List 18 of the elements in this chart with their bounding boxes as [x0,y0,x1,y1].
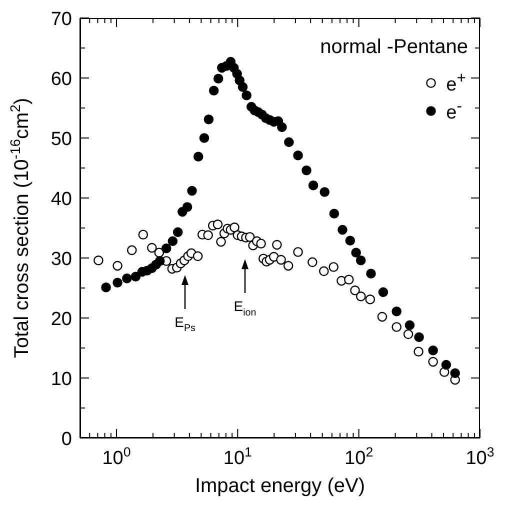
y-tick-label: 50 [50,129,72,150]
y-tick-label: 0 [61,429,72,450]
x-axis-title: Impact energy (eV) [194,475,366,497]
x-tick-label: 10$^{3}$ [466,444,494,469]
x-tick-label: 10$^{1}$ [223,444,252,469]
annotation: E$_{ion}$ [234,298,256,318]
y-tick-label: 10 [50,369,72,390]
legend-label: e$^{+}$ [446,70,466,96]
x-tick-label: 10$^{2}$ [344,444,374,469]
y-tick-label: 60 [50,69,72,90]
x-tick-label: 10$^{0}$ [102,444,131,469]
legend-label: e$^{-}$ [446,98,462,125]
annotation: normal -Pentane [320,36,468,59]
y-tick-label: 70 [50,9,72,30]
y-tick-label: 20 [50,309,72,330]
annotation: E$_{Ps}$ [174,314,196,334]
y-tick-label: 40 [50,189,72,210]
y-tick-label: 30 [50,249,72,270]
